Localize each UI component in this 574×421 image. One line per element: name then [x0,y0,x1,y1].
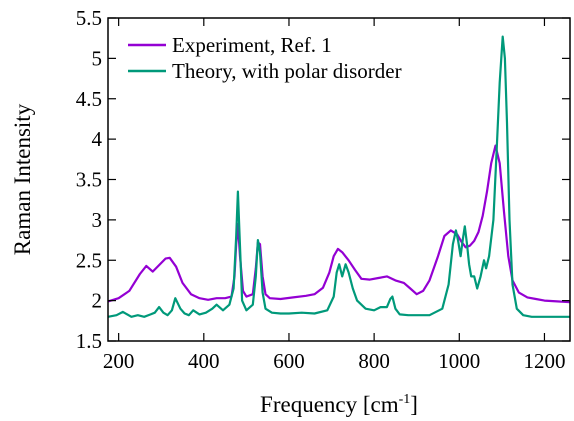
y-tick-label: 5 [92,46,103,70]
series-line-1 [107,144,571,304]
y-tick-label: 4 [92,127,103,151]
x-tick-label: 800 [358,349,390,373]
y-tick-label: 4.5 [76,87,102,111]
x-axis-title: Frequency [cm-1] [260,392,418,417]
x-axis-title-main: Frequency [cm [260,392,399,417]
ticks-layer: 200 400 600 800 1000 1200 1.5 2 2.5 3 3.5 4 4.5 5 5.5 [76,6,570,373]
legend-label-1: Experiment, Ref. 1 [172,33,332,57]
y-tick-label: 2 [92,289,103,313]
x-tick-label: 1200 [523,349,565,373]
y-axis-title: Raman Intensity [10,103,35,255]
x-axis-title-superscript: -1 [399,392,411,407]
y-tick-label: 3.5 [76,168,102,192]
y-tick-label: 3 [92,208,103,232]
y-tick-label: 2.5 [76,248,102,272]
series-layer [107,35,571,318]
x-tick-label: 200 [103,349,135,373]
x-tick-label: 1000 [438,349,480,373]
x-tick-label: 400 [188,349,220,373]
y-tick-label: 5.5 [76,6,102,30]
y-tick-label: 1.5 [76,329,102,353]
series-line-2 [107,35,570,318]
x-tick-label: 600 [273,349,305,373]
legend-label-2: Theory, with polar disorder [172,59,402,83]
x-axis-title-suffix: ] [410,392,418,417]
